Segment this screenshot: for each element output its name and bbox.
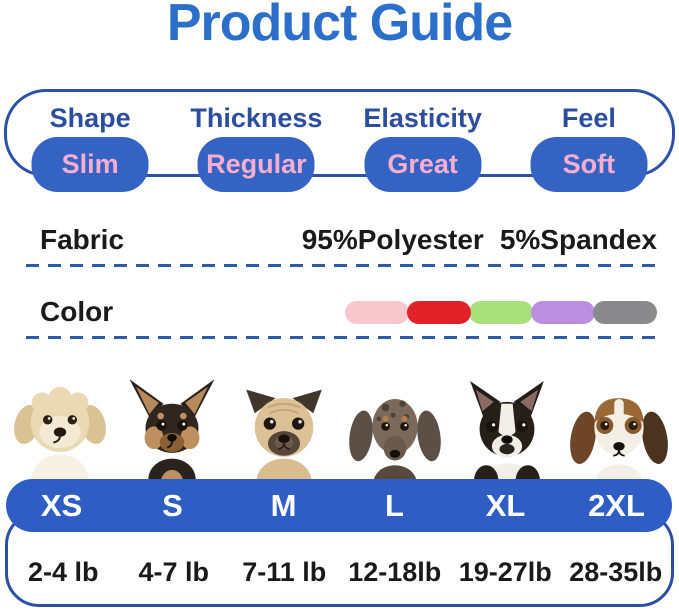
size-label-s: S <box>162 487 183 523</box>
color-swatch-gray <box>593 300 657 324</box>
dog-photo-chihuahua <box>129 379 215 494</box>
dog-photo-pug <box>245 389 322 494</box>
fabric-label: Fabric <box>40 224 125 255</box>
dog-photo-dachshund <box>349 399 442 494</box>
divider-dashed-1 <box>26 264 657 267</box>
size-bar: XS S M L XL 2XL <box>6 479 672 532</box>
weight-label-2xl: 28-35lb <box>569 557 663 587</box>
size-label-2xl: 2XL <box>588 487 645 523</box>
feature-shape-label: Shape <box>49 103 131 133</box>
size-label-l: L <box>385 487 404 523</box>
color-swatch-pink <box>345 300 409 324</box>
dog-photo-beagle <box>570 398 668 494</box>
fabric-spandex-value: 5%Spandex <box>499 224 657 255</box>
feature-elasticity-value-pill: Great <box>364 137 482 192</box>
feature-shape-value-pill: Slim <box>31 137 149 192</box>
color-row: Color <box>40 296 657 327</box>
color-swatch-purple <box>531 300 595 324</box>
color-swatch-strip <box>345 300 657 324</box>
feature-feel-value-pill: Soft <box>530 137 648 192</box>
feature-thickness-value-pill: Regular <box>197 137 315 192</box>
dog-photo-maltese-puppy <box>13 386 106 494</box>
weight-label-m: 7-11 lb <box>242 557 327 587</box>
divider-dashed-2 <box>26 336 657 339</box>
size-label-xs: XS <box>40 487 83 523</box>
dog-photos-row <box>4 372 675 494</box>
fabric-values: 95%Polyester 5%Spandex <box>302 224 657 256</box>
fabric-polyester-value: 95%Polyester <box>301 224 484 255</box>
weight-label-s: 4-7 lb <box>138 557 210 587</box>
feature-feel: Feel Soft <box>506 92 672 192</box>
feature-thickness: Thickness Regular <box>173 92 339 192</box>
feature-summary-box: Shape Slim Thickness Regular Elasticity … <box>4 89 675 192</box>
feature-shape: Shape Slim <box>7 92 173 192</box>
weight-label-l: 12-18lb <box>348 557 442 587</box>
color-swatch-red <box>407 300 471 324</box>
fabric-row: Fabric 95%Polyester 5%Spandex <box>40 224 657 256</box>
color-label: Color <box>40 296 114 327</box>
page-title: Product Guide <box>166 0 513 52</box>
dog-photo-boston-terrier <box>470 381 545 494</box>
weight-label-xl: 19-27lb <box>458 557 552 587</box>
weight-label-xs: 2-4 lb <box>27 557 99 587</box>
feature-thickness-label: Thickness <box>190 103 323 133</box>
feature-elasticity: Elasticity Great <box>340 92 506 192</box>
feature-feel-label: Feel <box>561 103 616 133</box>
color-swatch-green <box>469 300 533 324</box>
size-label-xl: XL <box>485 487 526 523</box>
feature-elasticity-label: Elasticity <box>363 103 482 133</box>
size-label-m: M <box>270 487 297 523</box>
